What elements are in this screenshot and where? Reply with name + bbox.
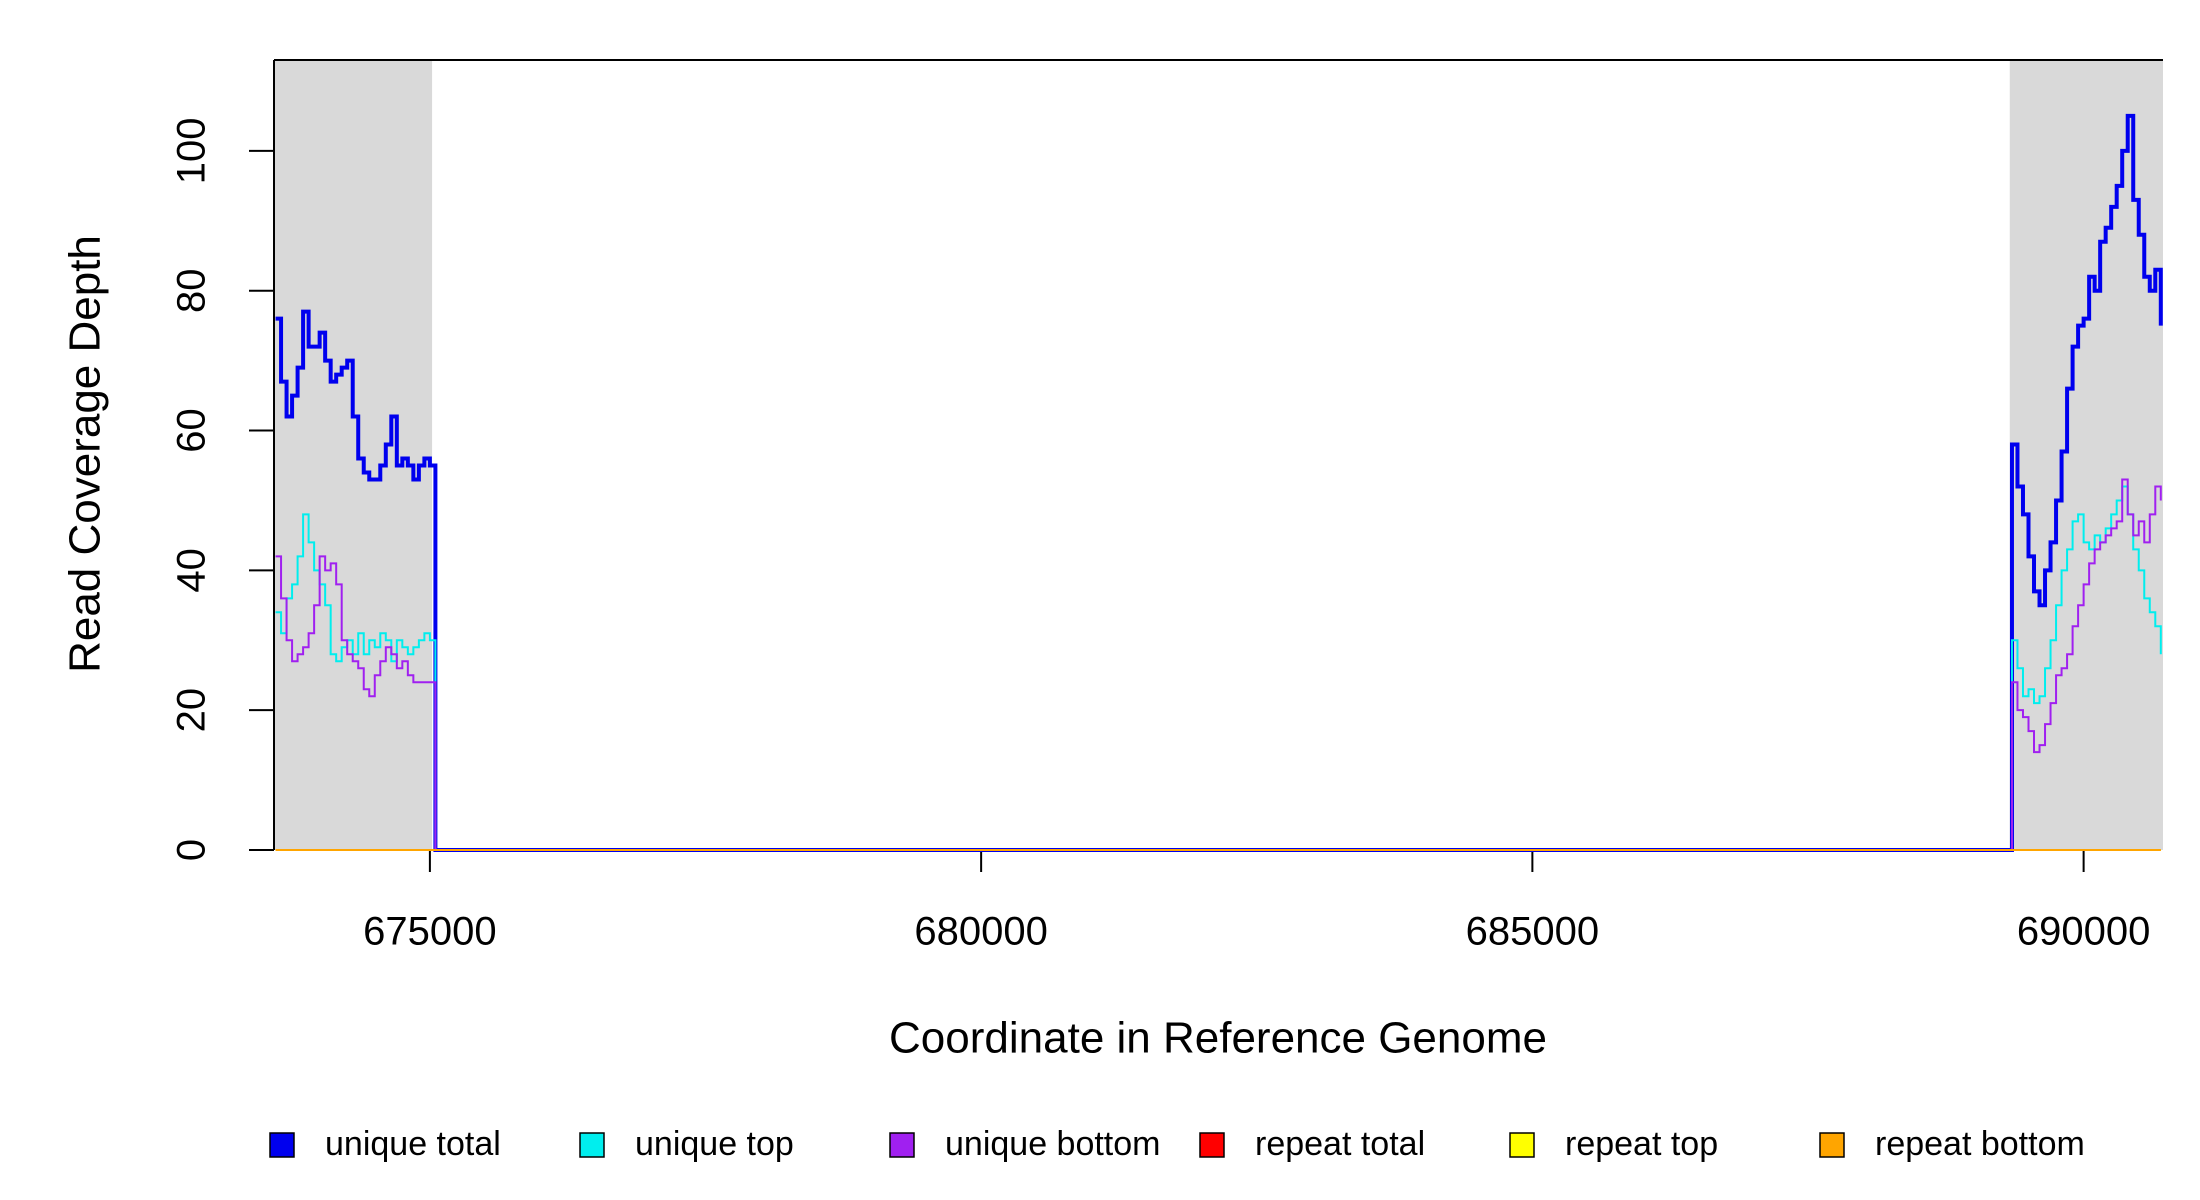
x-tick-label: 690000: [2017, 910, 2150, 954]
legend-label: repeat top: [1565, 1125, 1718, 1163]
legend-swatch: [269, 1132, 295, 1158]
legend-swatch: [1199, 1132, 1225, 1158]
series-line: [275, 485, 2162, 851]
x-axis-title: Coordinate in Reference Genome: [889, 1014, 1547, 1063]
y-axis-title: Read Coverage Depth: [61, 235, 110, 673]
series-line: [275, 478, 2162, 851]
legend-label: unique top: [635, 1125, 794, 1163]
y-tick-label: 0: [170, 839, 214, 861]
legend-swatch: [889, 1132, 915, 1158]
y-tick-label: 20: [170, 688, 214, 733]
legend-label: repeat bottom: [1875, 1125, 2085, 1163]
legend-swatch: [1819, 1132, 1845, 1158]
legend-label: unique bottom: [945, 1125, 1161, 1163]
y-tick-label: 60: [170, 408, 214, 453]
y-tick-label: 100: [170, 118, 214, 185]
x-tick-label: 675000: [363, 910, 496, 954]
y-tick-label: 80: [170, 268, 214, 313]
legend-swatch: [579, 1132, 605, 1158]
x-tick-label: 685000: [1466, 910, 1599, 954]
shaded-region: [2009, 60, 2163, 850]
x-tick-label: 680000: [914, 910, 1047, 954]
shaded-region: [274, 60, 433, 850]
y-tick-label: 40: [170, 548, 214, 593]
legend-label: repeat total: [1255, 1125, 1425, 1163]
legend-swatch: [1509, 1132, 1535, 1158]
legend-label: unique total: [325, 1125, 501, 1163]
series-line: [275, 113, 2163, 852]
